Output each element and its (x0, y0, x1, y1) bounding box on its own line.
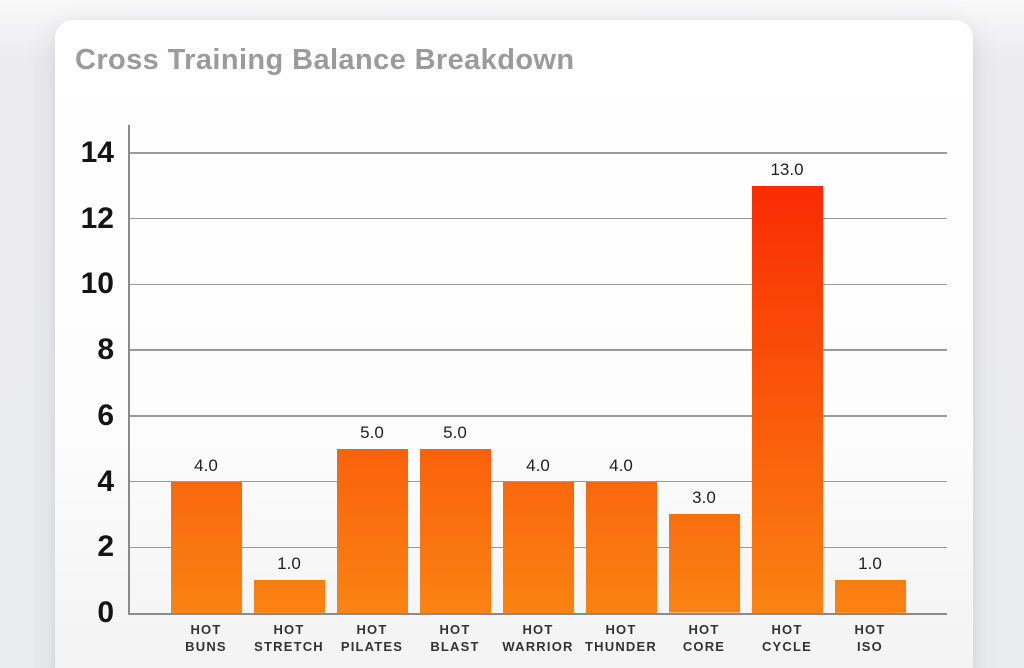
bar-value-label: 1.0 (277, 554, 301, 574)
chart-title: Cross Training Balance Breakdown (75, 44, 575, 76)
y-tick-label: 8 (97, 333, 114, 367)
x-axis-label: HOT BUNS (185, 622, 227, 654)
plot-area: 4.0 1.0 5.0 5.0 4.0 4.0 3.0 13.0 1.0 (130, 125, 947, 613)
y-tick-label: 12 (80, 201, 114, 235)
y-tick-label: 4 (97, 464, 114, 498)
chart-card: Cross Training Balance Breakdown 0 2 4 6 8 10… (55, 20, 973, 668)
gridline (130, 349, 947, 351)
bar-chart: 0 2 4 6 8 10 12 14 4.0 1.0 5.0 5.0 4.0 4.0 3.0 13.0 1.0… (55, 20, 973, 668)
bar (834, 580, 906, 613)
x-axis-labels: HOT BUNS HOT STRETCH HOT PILATES HOT BLAST HOT WA… (55, 621, 973, 661)
y-tick-label: 14 (80, 135, 114, 169)
bar (585, 481, 657, 613)
y-axis-line (128, 125, 130, 615)
bar-value-label: 5.0 (360, 422, 384, 442)
gridline (130, 283, 947, 286)
bar (502, 481, 574, 613)
x-axis-label: HOT CYCLE (761, 622, 813, 654)
x-axis-label: HOT ISO (854, 622, 886, 654)
bar-value-label: 13.0 (770, 159, 804, 179)
bar (668, 514, 740, 613)
x-axis-label: HOT WARRIOR (502, 622, 574, 654)
x-axis-label: HOT PILATES (340, 622, 404, 654)
gridline (130, 415, 947, 417)
bar-value-label: 4.0 (609, 455, 633, 475)
x-axis-label: HOT THUNDER (585, 622, 657, 654)
gridline (130, 152, 947, 154)
y-tick-label: 6 (97, 398, 114, 432)
bar (751, 185, 823, 613)
bar-value-label: 5.0 (443, 422, 467, 442)
bar (336, 448, 408, 613)
bar-value-label: 4.0 (526, 455, 550, 475)
y-axis-labels: 0 2 4 6 8 10 12 14 (55, 125, 116, 629)
y-tick-label: 10 (80, 267, 114, 301)
x-axis-label: HOT BLAST (430, 622, 480, 654)
x-axis-label: HOT CORE (682, 622, 726, 654)
y-tick-label: 0 (97, 596, 114, 629)
bar-value-label: 3.0 (692, 488, 716, 508)
x-axis-label: HOT STRETCH (254, 622, 324, 654)
bar-value-label: 4.0 (194, 455, 218, 475)
bar (253, 580, 325, 613)
y-tick-label: 2 (97, 530, 114, 564)
bar (170, 481, 242, 613)
bar (419, 448, 491, 613)
bar-value-label: 1.0 (858, 554, 882, 574)
x-axis-line (128, 613, 947, 615)
gridline (130, 217, 947, 220)
